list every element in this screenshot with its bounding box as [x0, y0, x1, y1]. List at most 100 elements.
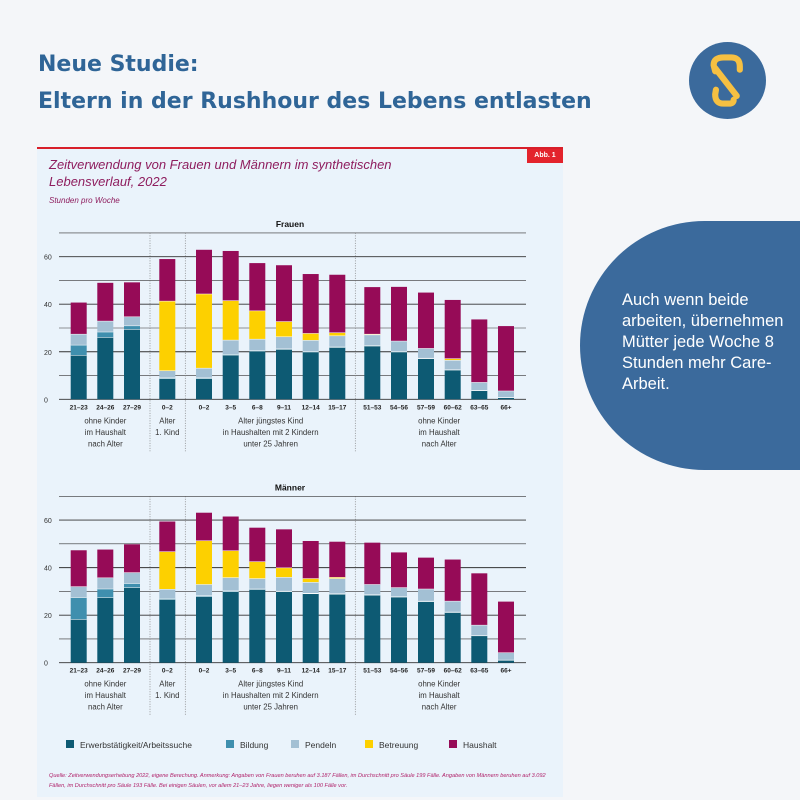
x-tick-label: 15–17: [328, 404, 346, 411]
group-label: Alter jüngstes Kind: [238, 416, 303, 425]
bar-segment-haushalt: [329, 541, 346, 578]
group-label: ohne Kinder: [418, 680, 460, 689]
bar-segment-haushalt: [222, 516, 239, 551]
bar-segment-pendeln: [70, 334, 87, 346]
x-tick-label: 9–11: [277, 668, 291, 675]
legend-swatch: [449, 740, 457, 748]
x-tick-label: 3–5: [225, 404, 236, 411]
bar-segment-pendeln: [159, 589, 176, 599]
bar-segment-erwerbst-tigkeit-arbeitssuche: [302, 593, 319, 663]
bar-segment-haushalt: [418, 292, 434, 349]
bar-segment-bildung: [97, 332, 114, 338]
x-tick-label: 0–2: [162, 404, 173, 411]
group-label: Alter: [159, 680, 175, 689]
bar-segment-betreuung: [159, 551, 176, 590]
x-tick-label: 27–29: [123, 668, 141, 675]
y-tick-label: 40: [44, 302, 52, 309]
bar-segment-erwerbst-tigkeit-arbeitssuche: [276, 349, 292, 400]
y-tick-label: 60: [44, 255, 52, 262]
bar-segment-haushalt: [70, 302, 87, 335]
x-tick-label: 21–23: [70, 404, 88, 411]
bar-segment-betreuung: [222, 550, 239, 578]
y-tick-label: 0: [44, 397, 48, 404]
bar-segment-erwerbst-tigkeit-arbeitssuche: [124, 329, 140, 400]
figure-title: Zeitverwendung von Frauen und Männern im…: [49, 157, 392, 189]
x-tick-label: 51–53: [363, 404, 381, 411]
y-tick-label: 60: [44, 518, 52, 525]
x-tick-label: 24–26: [96, 404, 114, 411]
bar-segment-haushalt: [302, 540, 319, 579]
bar-segment-haushalt: [124, 282, 140, 317]
bar-segment-bildung: [222, 590, 239, 592]
x-tick-label: 66+: [500, 404, 511, 411]
bar-segment-haushalt: [364, 287, 381, 335]
bar-segment-haushalt: [329, 274, 346, 333]
bar-segment-betreuung: [249, 310, 266, 340]
group-label: unter 25 Jahren: [243, 439, 298, 448]
y-tick-label: 0: [44, 661, 48, 668]
bar-segment-haushalt: [159, 259, 176, 302]
bar-segment-haushalt: [70, 550, 87, 587]
bar-segment-pendeln: [276, 336, 292, 349]
bar-segment-bildung: [196, 595, 212, 597]
y-tick-label: 20: [44, 350, 52, 357]
x-tick-label: 21–23: [70, 668, 88, 675]
figure-badge: Abb. 1: [527, 149, 563, 163]
bar-segment-erwerbst-tigkeit-arbeitssuche: [329, 347, 346, 400]
bar-segment-betreuung: [276, 567, 292, 578]
bar-segment-erwerbst-tigkeit-arbeitssuche: [97, 597, 114, 663]
group-label: ohne Kinder: [84, 680, 126, 689]
bar-segment-haushalt: [97, 282, 114, 322]
x-tick-label: 66+: [500, 668, 511, 675]
group-label: nach Alter: [88, 439, 123, 448]
bar-segment-pendeln: [471, 625, 488, 636]
bar-segment-erwerbst-tigkeit-arbeitssuche: [70, 619, 87, 663]
bar-segment-bildung: [124, 583, 140, 588]
bar-segment-erwerbst-tigkeit-arbeitssuche: [222, 591, 239, 663]
legend-label: Haushalt: [463, 740, 497, 750]
bar-segment-haushalt: [276, 529, 292, 568]
bar-segment-bildung: [70, 597, 87, 620]
bar-segment-pendeln: [364, 334, 381, 346]
bar-segment-haushalt: [391, 286, 407, 342]
bar-segment-pendeln: [97, 321, 114, 333]
x-tick-label: 12–14: [302, 404, 320, 411]
x-tick-label: 15–17: [328, 668, 346, 675]
bar-segment-erwerbst-tigkeit-arbeitssuche: [498, 660, 514, 663]
bar-segment-bildung: [196, 377, 212, 379]
side-callout: [580, 221, 800, 470]
bar-segment-erwerbst-tigkeit-arbeitssuche: [471, 635, 488, 663]
x-tick-label: 24–26: [96, 668, 114, 675]
legend-label: Betreuung: [379, 740, 418, 750]
x-tick-label: 51–53: [363, 668, 381, 675]
bar-segment-haushalt: [276, 265, 292, 322]
bar-segment-bildung: [159, 377, 176, 379]
bar-segment-haushalt: [471, 319, 488, 383]
x-tick-label: 0–2: [199, 404, 210, 411]
x-tick-label: 3–5: [225, 668, 236, 675]
logo-icon: [689, 42, 766, 119]
bar-segment-erwerbst-tigkeit-arbeitssuche: [222, 355, 239, 400]
bar-segment-pendeln: [196, 584, 212, 596]
bar-segment-haushalt: [249, 527, 266, 562]
bar-segment-pendeln: [418, 348, 434, 359]
bar-segment-pendeln: [222, 340, 239, 355]
x-tick-label: 57–59: [417, 668, 435, 675]
bar-segment-haushalt: [302, 274, 319, 334]
bar-segment-pendeln: [364, 584, 381, 595]
bar-segment-pendeln: [471, 382, 488, 391]
bar-segment-pendeln: [302, 340, 319, 352]
panel-title: Männer: [275, 482, 306, 492]
figure-source: Quelle: Zeitverwendungserhebung 2022, ei…: [49, 773, 546, 789]
group-label: ohne Kinder: [84, 416, 126, 425]
group-label: im Haushalt: [419, 691, 461, 700]
group-label: im Haushalt: [419, 428, 461, 437]
group-label: nach Alter: [422, 439, 457, 448]
bar-segment-haushalt: [124, 544, 140, 573]
bar-segment-haushalt: [444, 559, 461, 602]
bar-segment-betreuung: [329, 332, 346, 336]
x-tick-label: 63–65: [470, 404, 488, 411]
x-tick-label: 9–11: [277, 404, 291, 411]
y-tick-label: 20: [44, 613, 52, 620]
